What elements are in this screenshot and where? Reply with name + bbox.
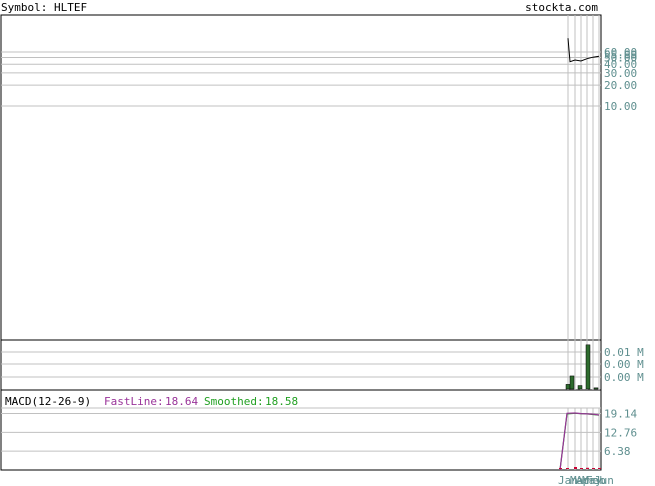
macd-panel-frame — [0, 389, 602, 471]
macd-title: MACD(12-26-9) — [5, 395, 91, 408]
volume-panel-frame — [0, 339, 602, 391]
fastline-line — [559, 412, 600, 471]
price-tick-label: 50.00 — [604, 51, 637, 64]
volume-bar — [593, 387, 599, 390]
fastline-legend-value: 18.64 — [165, 395, 198, 408]
x-tick-label: Jan — [558, 474, 578, 486]
macd-histogram-bar — [566, 468, 569, 469]
price-tick-label: 20.00 — [604, 79, 637, 92]
site-label: stockta.com — [525, 1, 598, 14]
symbol-label: Symbol: HLTEF — [1, 1, 87, 14]
macd-tick-label: 12.76 — [604, 426, 637, 439]
macd-tick-label: 6.38 — [604, 445, 631, 458]
x-tick-label: Mar — [570, 474, 590, 486]
macd-histogram-bar — [598, 468, 601, 469]
x-tick-label: Feb — [586, 474, 606, 486]
volume-tick-label: 0.00 M — [604, 371, 644, 384]
macd-histogram-bar — [586, 467, 589, 469]
price-tick-label: 40.00 — [604, 58, 637, 71]
price-line — [567, 38, 600, 63]
x-tick-label: May — [582, 474, 602, 486]
price-tick-label: 50.00 — [604, 51, 637, 64]
macd-histogram-bar — [592, 468, 595, 469]
volume-tick-label: 0.00 M — [604, 358, 644, 371]
volume-bar — [577, 385, 583, 390]
volume-tick-label: 0.01 M — [604, 346, 644, 359]
price-tick-label: 30.00 — [604, 67, 637, 80]
smoothed-legend-value: 18.58 — [265, 395, 298, 408]
price-tick-label: 55.00 — [604, 49, 637, 62]
x-tick-label: Jun — [594, 474, 614, 486]
volume-bar — [569, 375, 575, 390]
macd-histogram-bar — [574, 467, 577, 469]
x-tick-label: Apr — [576, 474, 596, 486]
macd-tick-label: 19.14 — [604, 407, 637, 420]
macd-histogram-bar — [559, 468, 562, 469]
volume-bar — [585, 344, 591, 390]
macd-histogram-bar — [580, 468, 583, 469]
volume-bar — [565, 384, 571, 390]
smoothed-legend-label: Smoothed: — [204, 395, 264, 408]
price-tick-label: 10.00 — [604, 100, 637, 113]
fastline-legend-label: FastLine: — [104, 395, 164, 408]
price-tick-label: 60.00 — [604, 46, 637, 59]
